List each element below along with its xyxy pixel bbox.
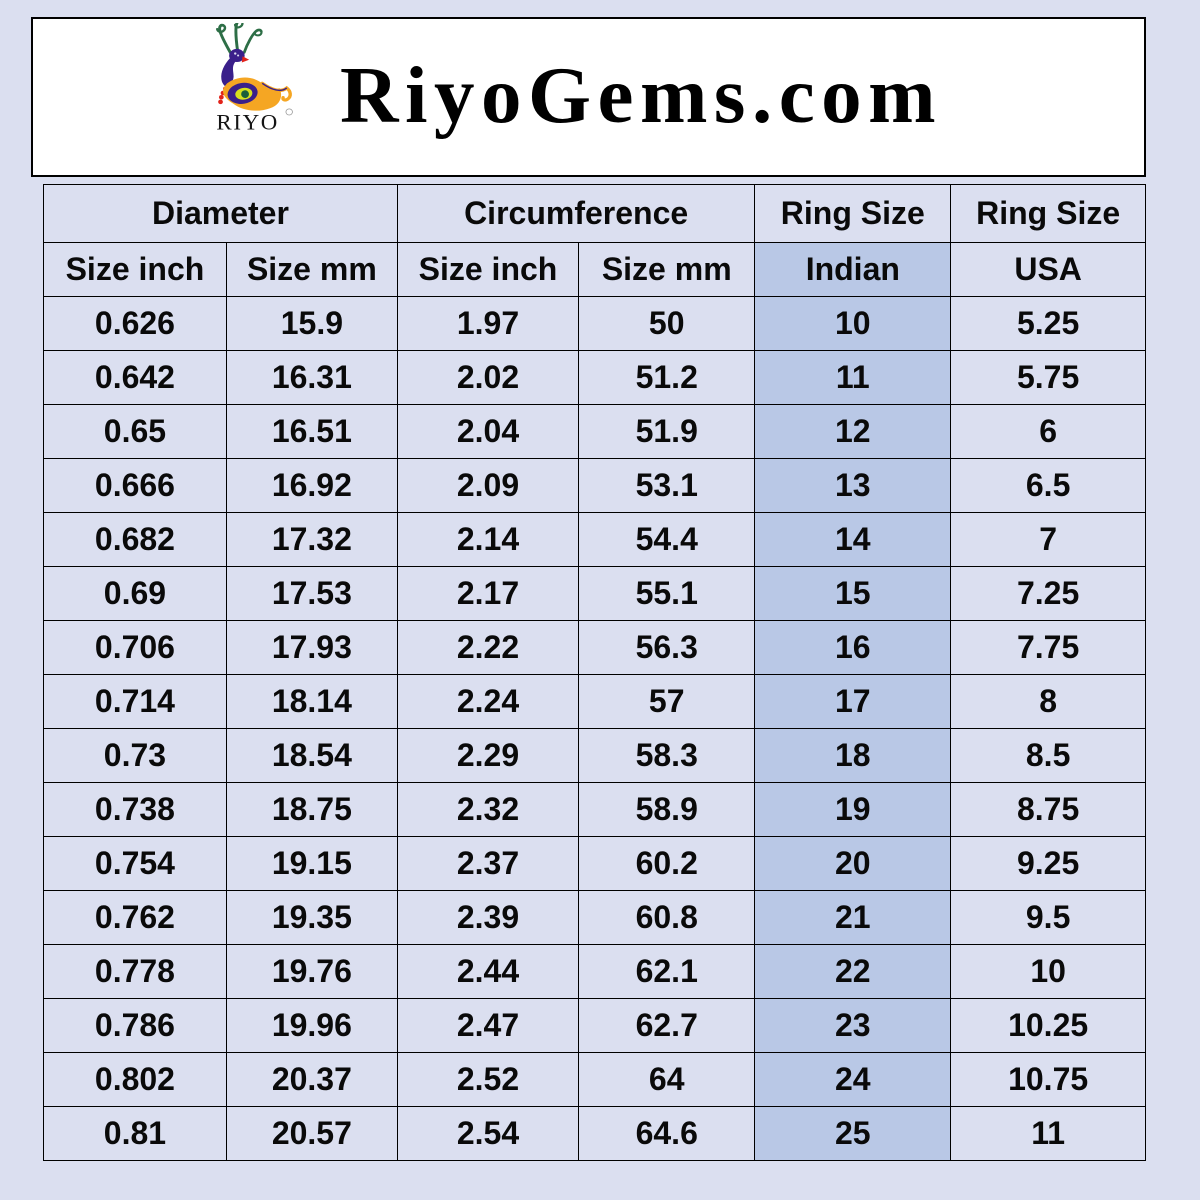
svg-text:RIYO: RIYO [216, 110, 278, 134]
